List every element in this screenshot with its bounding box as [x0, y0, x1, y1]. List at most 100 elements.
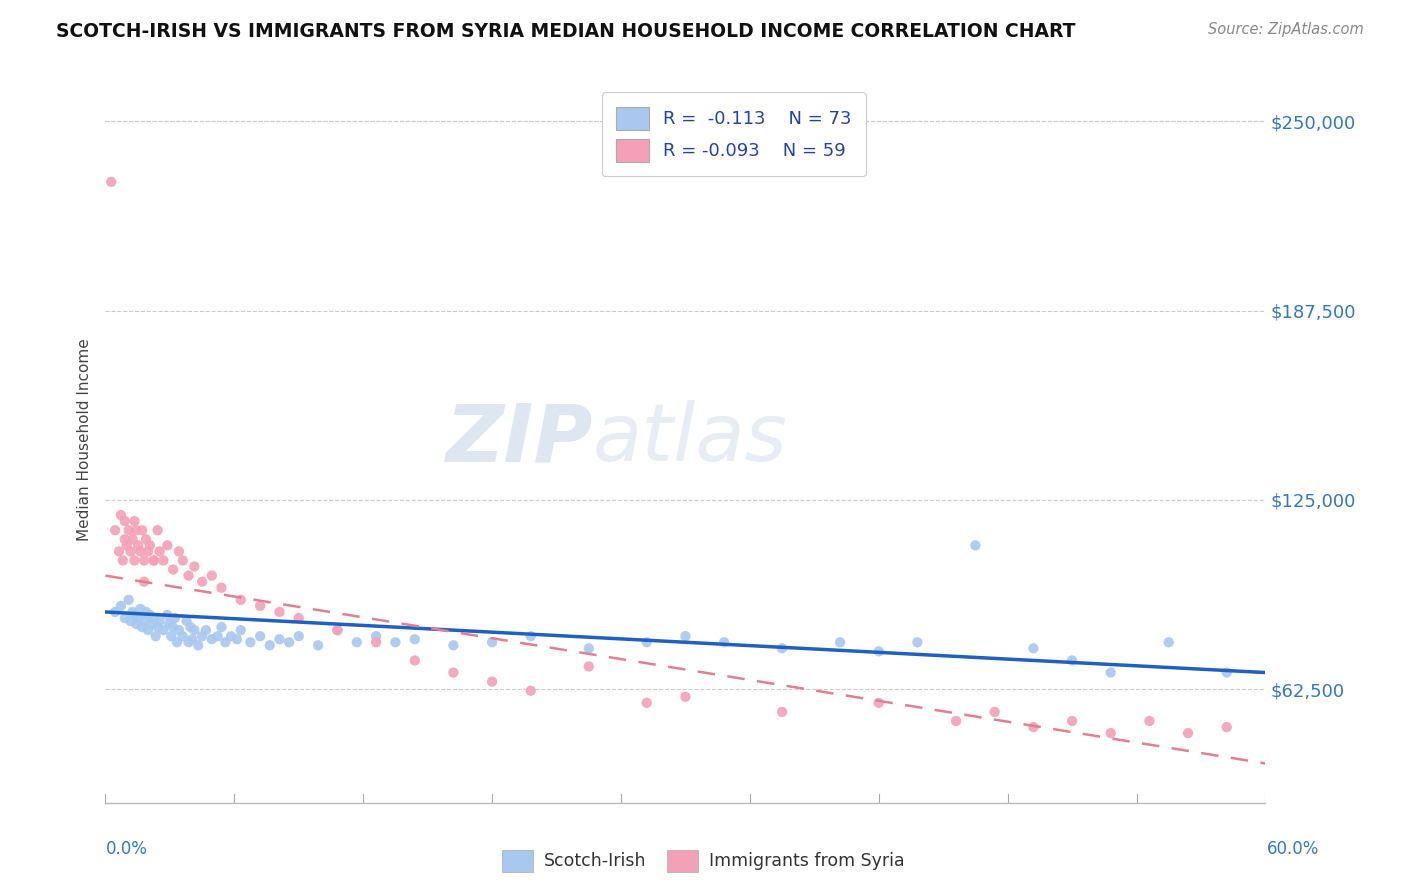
Text: atlas: atlas [593, 401, 787, 478]
Point [249, 599, 271, 613]
Point [366, 629, 388, 643]
Point [129, 544, 152, 558]
Point [269, 632, 291, 647]
Point [167, 544, 190, 558]
Point [135, 533, 157, 547]
Point [172, 553, 194, 567]
Point [770, 705, 793, 719]
Point [177, 635, 200, 649]
Point [160, 629, 183, 643]
Point [156, 538, 179, 552]
Legend: Scotch-Irish, Immigrants from Syria: Scotch-Irish, Immigrants from Syria [495, 843, 911, 879]
Point [157, 617, 180, 632]
Point [481, 635, 503, 649]
Point [142, 611, 165, 625]
Point [288, 629, 311, 643]
Point [145, 629, 167, 643]
Point [165, 611, 187, 625]
Point [201, 632, 224, 647]
Point [481, 674, 503, 689]
Point [346, 635, 368, 649]
Point [211, 581, 233, 595]
Point [984, 705, 1007, 719]
Point [269, 605, 291, 619]
Point [194, 623, 218, 637]
Point [366, 635, 388, 649]
Point [578, 659, 600, 673]
Point [239, 635, 262, 649]
Point [149, 614, 172, 628]
Point [326, 623, 349, 637]
Point [384, 635, 406, 649]
Point [132, 614, 156, 628]
Y-axis label: Median Household Income: Median Household Income [76, 338, 91, 541]
Point [404, 653, 426, 667]
Text: Source: ZipAtlas.com: Source: ZipAtlas.com [1208, 22, 1364, 37]
Point [1216, 665, 1239, 680]
Point [278, 635, 301, 649]
Point [201, 568, 224, 582]
Point [1022, 720, 1045, 734]
Point [120, 544, 142, 558]
Point [945, 714, 967, 728]
Point [207, 629, 229, 643]
Point [108, 544, 131, 558]
Point [172, 629, 194, 643]
Point [121, 605, 143, 619]
Point [152, 553, 174, 567]
Point [214, 635, 236, 649]
Point [146, 523, 169, 537]
Point [132, 553, 156, 567]
Point [183, 623, 205, 637]
Point [180, 620, 202, 634]
Point [441, 665, 464, 680]
Point [124, 553, 146, 567]
Point [183, 559, 205, 574]
Point [114, 533, 136, 547]
Point [111, 553, 134, 567]
Point [131, 523, 153, 537]
Point [114, 514, 136, 528]
Point [907, 635, 929, 649]
Point [135, 605, 157, 619]
Point [1216, 720, 1239, 734]
Point [578, 641, 600, 656]
Point [129, 602, 152, 616]
Point [132, 574, 156, 589]
Point [211, 620, 233, 634]
Point [675, 690, 697, 704]
Point [191, 574, 214, 589]
Point [636, 635, 658, 649]
Point [177, 568, 200, 582]
Point [125, 617, 148, 632]
Point [965, 538, 987, 552]
Point [326, 623, 349, 637]
Point [176, 614, 198, 628]
Point [131, 620, 153, 634]
Point [636, 696, 658, 710]
Point [121, 533, 143, 547]
Point [124, 607, 146, 622]
Point [152, 623, 174, 637]
Point [1062, 714, 1084, 728]
Text: 60.0%: 60.0% [1267, 840, 1319, 858]
Point [110, 508, 132, 522]
Text: SCOTCH-IRISH VS IMMIGRANTS FROM SYRIA MEDIAN HOUSEHOLD INCOME CORRELATION CHART: SCOTCH-IRISH VS IMMIGRANTS FROM SYRIA ME… [56, 22, 1076, 41]
Point [139, 538, 162, 552]
Point [141, 617, 163, 632]
Point [675, 629, 697, 643]
Point [830, 635, 852, 649]
Point [136, 623, 159, 637]
Point [114, 611, 136, 625]
Point [118, 523, 141, 537]
Point [191, 629, 214, 643]
Point [125, 523, 148, 537]
Point [770, 641, 793, 656]
Point [120, 614, 142, 628]
Point [520, 683, 543, 698]
Point [166, 635, 188, 649]
Point [124, 514, 146, 528]
Point [1157, 635, 1180, 649]
Point [713, 635, 735, 649]
Point [520, 629, 543, 643]
